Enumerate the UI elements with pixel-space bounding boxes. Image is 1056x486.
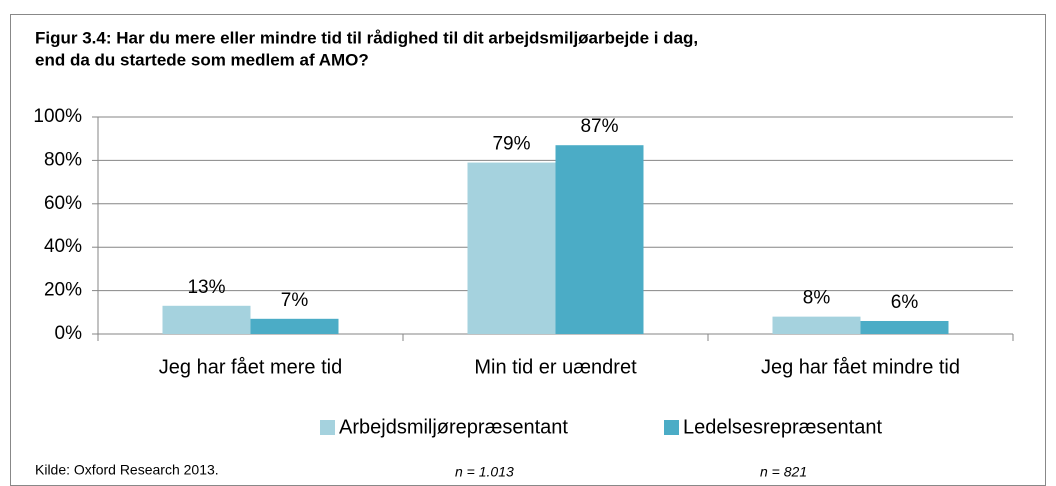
note: n = 821 bbox=[760, 464, 807, 480]
y-tick-label: 60% bbox=[44, 193, 82, 214]
legend-swatch bbox=[320, 420, 335, 435]
y-tick-label: 0% bbox=[55, 323, 83, 344]
x-tick-label: Min tid er uændret bbox=[474, 356, 637, 378]
source: Kilde: Oxford Research 2013. bbox=[35, 462, 219, 478]
value-label: 79% bbox=[492, 134, 530, 155]
y-tick-label: 20% bbox=[44, 280, 82, 301]
y-tick-label: 100% bbox=[33, 106, 82, 127]
legend-swatch bbox=[664, 420, 679, 435]
value-label: 8% bbox=[803, 288, 831, 309]
chart-title: Figur 3.4: Har du mere eller mindre tid … bbox=[35, 28, 698, 47]
y-tick-label: 40% bbox=[44, 236, 82, 257]
note: n = 1.013 bbox=[455, 464, 514, 480]
x-tick-label: Jeg har fået mindre tid bbox=[761, 356, 960, 378]
value-label: 13% bbox=[187, 277, 225, 298]
bar bbox=[250, 318, 339, 334]
bar bbox=[162, 305, 251, 334]
value-label: 87% bbox=[580, 116, 618, 137]
bar bbox=[555, 145, 644, 334]
x-tick-label: Jeg har fået mere tid bbox=[159, 356, 342, 378]
bar bbox=[467, 162, 556, 334]
bar bbox=[772, 316, 861, 334]
legend-label: Ledelsesrepræsentant bbox=[683, 416, 882, 438]
value-label: 6% bbox=[891, 292, 919, 313]
value-label: 7% bbox=[281, 290, 309, 311]
y-tick-label: 80% bbox=[44, 149, 82, 170]
bar bbox=[860, 320, 949, 334]
legend-label: Arbejdsmiljørepræsentant bbox=[339, 416, 568, 438]
chart-title: end da du startede som medlem af AMO? bbox=[35, 50, 369, 69]
